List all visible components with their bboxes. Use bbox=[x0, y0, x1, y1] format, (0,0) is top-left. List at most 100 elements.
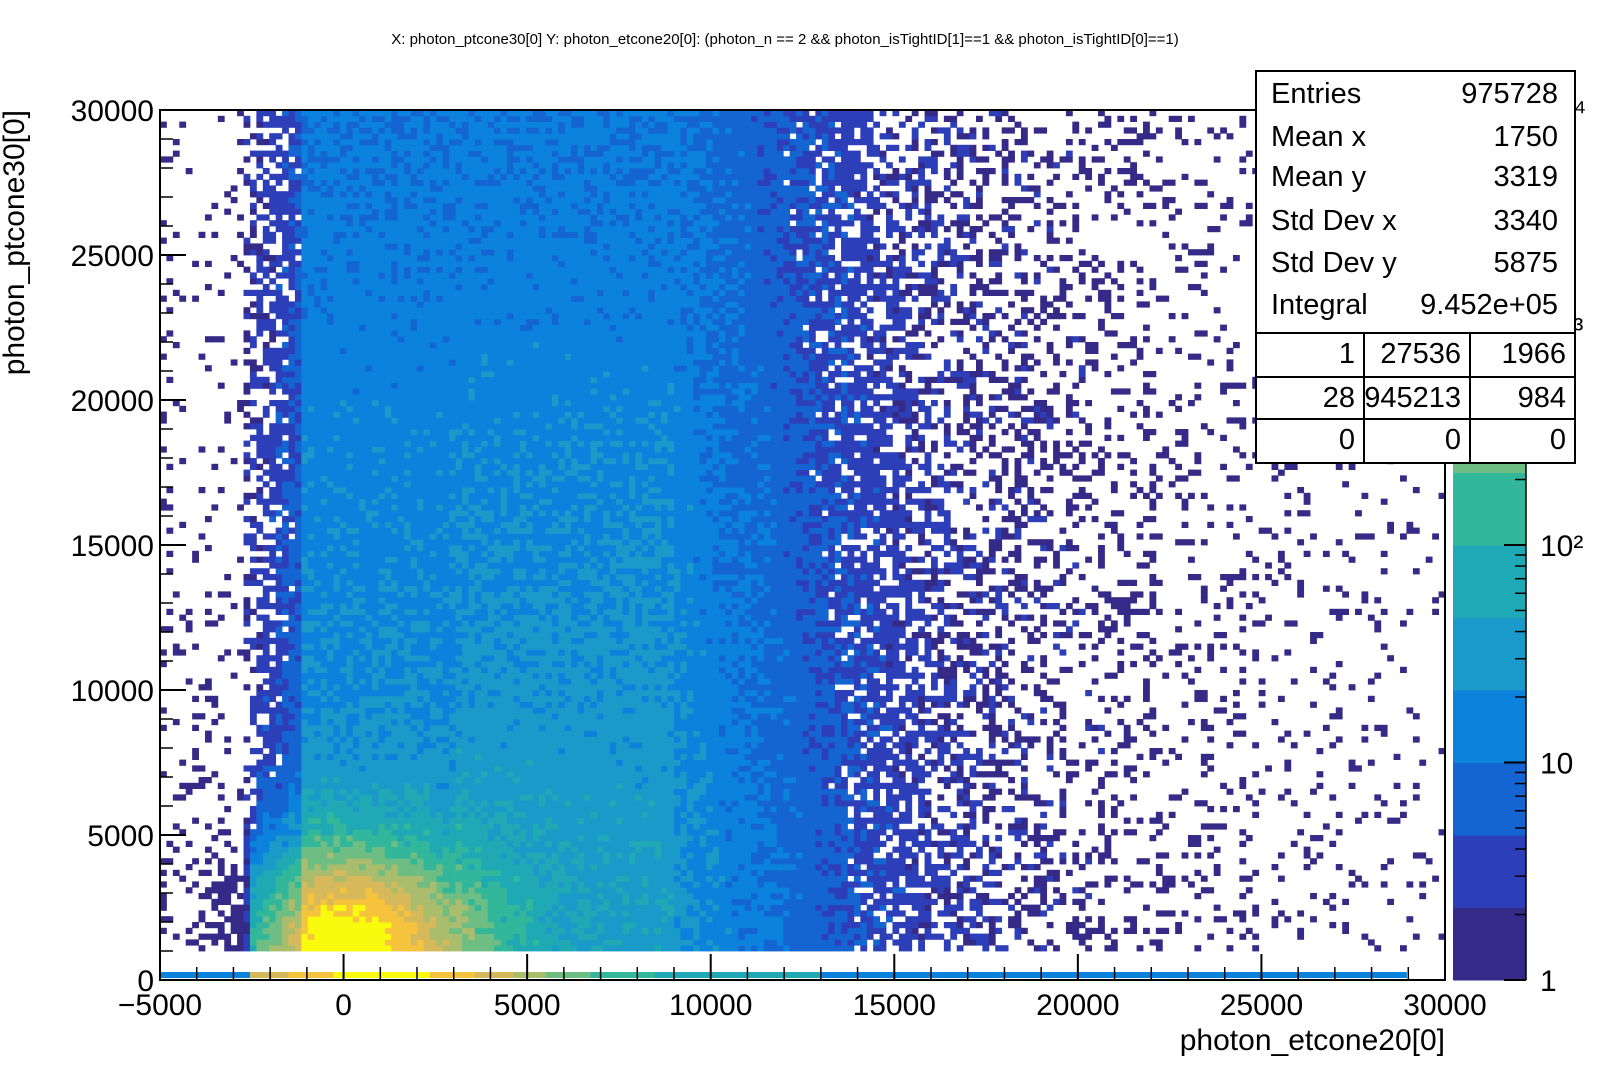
heatmap-cell bbox=[455, 713, 463, 720]
heatmap-cell bbox=[674, 829, 681, 836]
heatmap-cell bbox=[770, 788, 778, 795]
heatmap-cell bbox=[808, 893, 816, 900]
heatmap-cell bbox=[770, 933, 778, 940]
heatmap-cell bbox=[320, 811, 328, 818]
heatmap-cell bbox=[314, 910, 322, 917]
heatmap-cell bbox=[262, 771, 270, 778]
heatmap-cell bbox=[783, 875, 791, 882]
heatmap-cell bbox=[397, 869, 405, 876]
heatmap-cell bbox=[686, 736, 694, 743]
heatmap-cell bbox=[770, 945, 778, 952]
heatmap-cell bbox=[327, 823, 334, 830]
heatmap-cell bbox=[519, 719, 527, 726]
heatmap-cell bbox=[641, 916, 649, 923]
heatmap-cell bbox=[763, 759, 771, 766]
heatmap-cell bbox=[950, 840, 958, 847]
heatmap-cell bbox=[924, 893, 932, 900]
heatmap-cell bbox=[378, 817, 386, 824]
heatmap-cell bbox=[249, 927, 257, 934]
heatmap-cell bbox=[1155, 869, 1163, 876]
heatmap-cell bbox=[886, 724, 893, 731]
heatmap-cell bbox=[333, 835, 341, 842]
heatmap-cell bbox=[230, 910, 238, 917]
heatmap-cell bbox=[243, 852, 251, 859]
heatmap-cell bbox=[1226, 927, 1234, 934]
heatmap-cell bbox=[751, 922, 758, 929]
heatmap-cell bbox=[500, 840, 508, 847]
heatmap-cell bbox=[1207, 852, 1215, 859]
heatmap-cell bbox=[1040, 719, 1048, 726]
heatmap-cell bbox=[275, 765, 283, 772]
heatmap-cell bbox=[506, 713, 514, 720]
heatmap-cell bbox=[352, 939, 360, 946]
heatmap-cell bbox=[417, 736, 424, 743]
heatmap-cell bbox=[667, 811, 675, 818]
heatmap-cell bbox=[282, 742, 289, 749]
heatmap-cell bbox=[1020, 829, 1028, 836]
heatmap-cell bbox=[924, 916, 932, 923]
heatmap-cell bbox=[744, 771, 752, 778]
heatmap-cell bbox=[320, 875, 328, 882]
heatmap-cell bbox=[551, 759, 559, 766]
heatmap-cell bbox=[1008, 724, 1015, 731]
heatmap-cell bbox=[545, 852, 553, 859]
heatmap-cell bbox=[327, 730, 334, 737]
heatmap-cell bbox=[487, 893, 495, 900]
heatmap-cell bbox=[526, 927, 534, 934]
heatmap-cell bbox=[564, 777, 572, 784]
heatmap-cell bbox=[757, 777, 765, 784]
heatmap-cell bbox=[539, 765, 546, 772]
heatmap-cell bbox=[359, 771, 367, 778]
heatmap-cell bbox=[956, 840, 964, 847]
heatmap-cell bbox=[686, 753, 694, 760]
heatmap-cell bbox=[706, 922, 713, 929]
heatmap-cell bbox=[417, 719, 424, 726]
heatmap-cell bbox=[494, 864, 501, 871]
heatmap-cell bbox=[269, 840, 277, 847]
heatmap-cell bbox=[346, 858, 354, 865]
heatmap-cell bbox=[866, 736, 874, 743]
heatmap-cell bbox=[487, 881, 495, 888]
heatmap-cell bbox=[1380, 724, 1388, 731]
heatmap-cell bbox=[725, 753, 733, 760]
heatmap-cell bbox=[680, 788, 688, 795]
heatmap-cell bbox=[262, 724, 270, 731]
heatmap-cell bbox=[654, 893, 662, 900]
heatmap-cell bbox=[455, 893, 463, 900]
heatmap-cell bbox=[346, 823, 354, 830]
heatmap-cell bbox=[378, 811, 386, 818]
heatmap-cell bbox=[1245, 927, 1253, 934]
heatmap-cell bbox=[725, 945, 733, 952]
heatmap-cell bbox=[648, 765, 656, 772]
heatmap-cell bbox=[494, 875, 501, 882]
heatmap-cell bbox=[712, 869, 720, 876]
heatmap-cell bbox=[307, 904, 315, 911]
heatmap-cell bbox=[320, 852, 328, 859]
heatmap-cell bbox=[847, 887, 855, 894]
heatmap-cell bbox=[725, 719, 733, 726]
heatmap-cell bbox=[995, 765, 1003, 772]
heatmap-cell bbox=[943, 858, 951, 865]
heatmap-cell bbox=[738, 864, 746, 871]
heatmap-cell bbox=[860, 829, 868, 836]
heatmap-cell bbox=[288, 904, 296, 911]
heatmap-cell bbox=[564, 713, 572, 720]
heatmap-cell bbox=[513, 753, 521, 760]
heatmap-cell bbox=[892, 777, 900, 784]
heatmap-cell bbox=[1033, 910, 1041, 917]
heatmap-cell bbox=[776, 945, 784, 952]
heatmap-cell bbox=[1085, 719, 1093, 726]
heatmap-cell bbox=[455, 817, 463, 824]
heatmap-cell bbox=[230, 916, 238, 923]
heatmap-cell bbox=[282, 910, 289, 917]
heatmap-cell bbox=[269, 910, 277, 917]
heatmap-cell bbox=[731, 922, 739, 929]
heatmap-cell bbox=[558, 898, 566, 905]
heatmap-cell bbox=[873, 811, 881, 818]
heatmap-cell bbox=[275, 736, 283, 743]
heatmap-cell bbox=[397, 829, 405, 836]
heatmap-cell bbox=[461, 864, 469, 871]
heatmap-cell bbox=[776, 748, 784, 755]
heatmap-cell bbox=[442, 765, 450, 772]
heatmap-cell bbox=[294, 742, 302, 749]
